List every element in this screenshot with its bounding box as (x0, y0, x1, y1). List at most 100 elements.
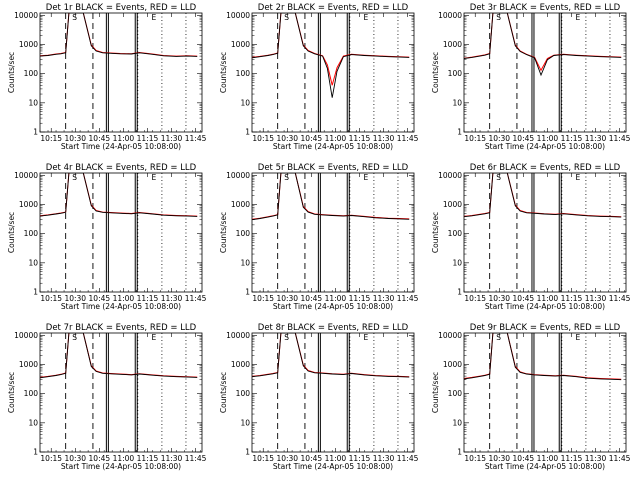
x-tick-label: 10:45 (301, 454, 323, 463)
x-tick-label: 11:00 (325, 294, 347, 303)
y-tick-label: 10 (28, 418, 38, 427)
y-axis-label: Counts/sec (431, 212, 440, 253)
x-tick-label: 11:00 (537, 454, 559, 463)
x-tick-label: 11:45 (185, 454, 207, 463)
y-tick-label: 1 (245, 288, 250, 297)
y-tick-label: 1 (33, 448, 38, 457)
y-tick-label: 100 (24, 69, 39, 78)
plot-frame (251, 332, 415, 453)
x-tick-label: 11:30 (585, 134, 607, 143)
x-tick-label: 10:30 (488, 454, 510, 463)
y-tick-label: 10 (240, 418, 250, 427)
panel-title: Det 9r BLACK = Events, RED = LLD (470, 323, 621, 333)
end-marker: E (363, 173, 368, 182)
plot-frame (251, 12, 415, 133)
x-tick-label: 11:15 (137, 294, 159, 303)
x-axis-label: Start Time (24-Apr-05 10:08:00) (273, 302, 393, 311)
x-tick-label: 11:30 (585, 294, 607, 303)
y-tick-label: 10000 (14, 11, 38, 20)
x-tick-label: 11:45 (397, 134, 419, 143)
panel-title: Det 8r BLACK = Events, RED = LLD (258, 323, 409, 333)
y-tick-label: 10 (452, 418, 462, 427)
x-tick-label: 11:30 (161, 294, 183, 303)
x-tick-label: 10:15 (464, 454, 486, 463)
panel-title: Det 3r BLACK = Events, RED = LLD (470, 3, 621, 13)
x-tick-label: 10:45 (89, 294, 111, 303)
series-line-lld (252, 333, 410, 378)
x-tick-label: 11:15 (349, 294, 371, 303)
x-tick-label: 10:30 (64, 134, 86, 143)
y-tick-label: 10000 (438, 331, 462, 340)
x-tick-label: 10:30 (488, 294, 510, 303)
y-tick-label: 1000 (231, 360, 250, 369)
x-tick-label: 11:45 (397, 294, 419, 303)
x-tick-label: 10:30 (276, 454, 298, 463)
x-tick-label: 11:00 (113, 454, 135, 463)
plot-frame (463, 12, 627, 133)
end-marker: E (151, 333, 156, 342)
panel-det-9: Det 9r BLACK = Events, RED = LLD 1 10 100 10… (431, 323, 631, 471)
series-line-lld (40, 333, 198, 378)
x-axis-label: Start Time (24-Apr-05 10:08:00) (485, 302, 605, 311)
x-tick-label: 11:30 (161, 134, 183, 143)
panel-title: Det 5r BLACK = Events, RED = LLD (258, 163, 409, 173)
end-marker: E (363, 333, 368, 342)
series-line-events (40, 333, 198, 379)
x-tick-label: 11:30 (585, 454, 607, 463)
panel-title: Det 6r BLACK = Events, RED = LLD (470, 163, 621, 173)
x-tick-label: 11:45 (609, 294, 631, 303)
x-tick-label: 11:30 (373, 454, 395, 463)
start-marker: S (284, 13, 289, 22)
start-marker: S (284, 333, 289, 342)
start-marker: S (72, 13, 77, 22)
x-tick-label: 10:15 (40, 454, 62, 463)
x-tick-label: 10:15 (464, 294, 486, 303)
x-tick-label: 10:45 (301, 294, 323, 303)
y-tick-label: 100 (24, 389, 39, 398)
y-axis-label: Counts/sec (219, 372, 228, 413)
series-line-events (40, 13, 198, 57)
y-tick-label: 100 (448, 69, 463, 78)
y-axis-label: Counts/sec (7, 212, 16, 253)
y-tick-label: 1000 (443, 200, 462, 209)
x-tick-label: 11:15 (349, 454, 371, 463)
y-tick-label: 100 (236, 389, 251, 398)
panel-det-3: Det 3r BLACK = Events, RED = LLD 1 10 100 10… (431, 3, 631, 151)
series-line-lld (464, 333, 622, 380)
y-tick-label: 1 (33, 288, 38, 297)
start-marker: S (72, 333, 77, 342)
x-tick-label: 11:00 (537, 134, 559, 143)
y-axis-label: Counts/sec (7, 372, 16, 413)
series-line-events (40, 173, 198, 217)
x-tick-label: 11:45 (609, 454, 631, 463)
x-tick-label: 10:15 (464, 134, 486, 143)
y-tick-label: 100 (24, 229, 39, 238)
x-tick-label: 11:45 (397, 454, 419, 463)
series-line-events (252, 13, 410, 98)
y-tick-label: 10 (28, 258, 38, 267)
x-axis-label: Start Time (24-Apr-05 10:08:00) (61, 302, 181, 311)
y-tick-label: 1000 (231, 40, 250, 49)
y-tick-label: 10000 (14, 171, 38, 180)
x-tick-label: 10:30 (276, 134, 298, 143)
x-tick-label: 11:30 (161, 454, 183, 463)
x-tick-label: 10:45 (513, 134, 535, 143)
y-axis-label: Counts/sec (431, 52, 440, 93)
series-line-events (464, 333, 622, 381)
y-tick-label: 1 (245, 448, 250, 457)
start-marker: S (284, 173, 289, 182)
x-axis-label: Start Time (24-Apr-05 10:08:00) (485, 462, 605, 471)
y-tick-label: 100 (448, 389, 463, 398)
x-tick-label: 10:45 (513, 294, 535, 303)
y-axis-label: Counts/sec (7, 52, 16, 93)
end-marker: E (575, 13, 580, 22)
x-axis-label: Start Time (24-Apr-05 10:08:00) (61, 462, 181, 471)
x-tick-label: 11:00 (325, 454, 347, 463)
x-tick-label: 11:30 (373, 134, 395, 143)
x-axis-label: Start Time (24-Apr-05 10:08:00) (61, 142, 181, 151)
x-tick-label: 10:15 (252, 294, 274, 303)
series-line-lld (40, 13, 198, 57)
y-tick-label: 10000 (226, 171, 250, 180)
y-tick-label: 1000 (443, 40, 462, 49)
